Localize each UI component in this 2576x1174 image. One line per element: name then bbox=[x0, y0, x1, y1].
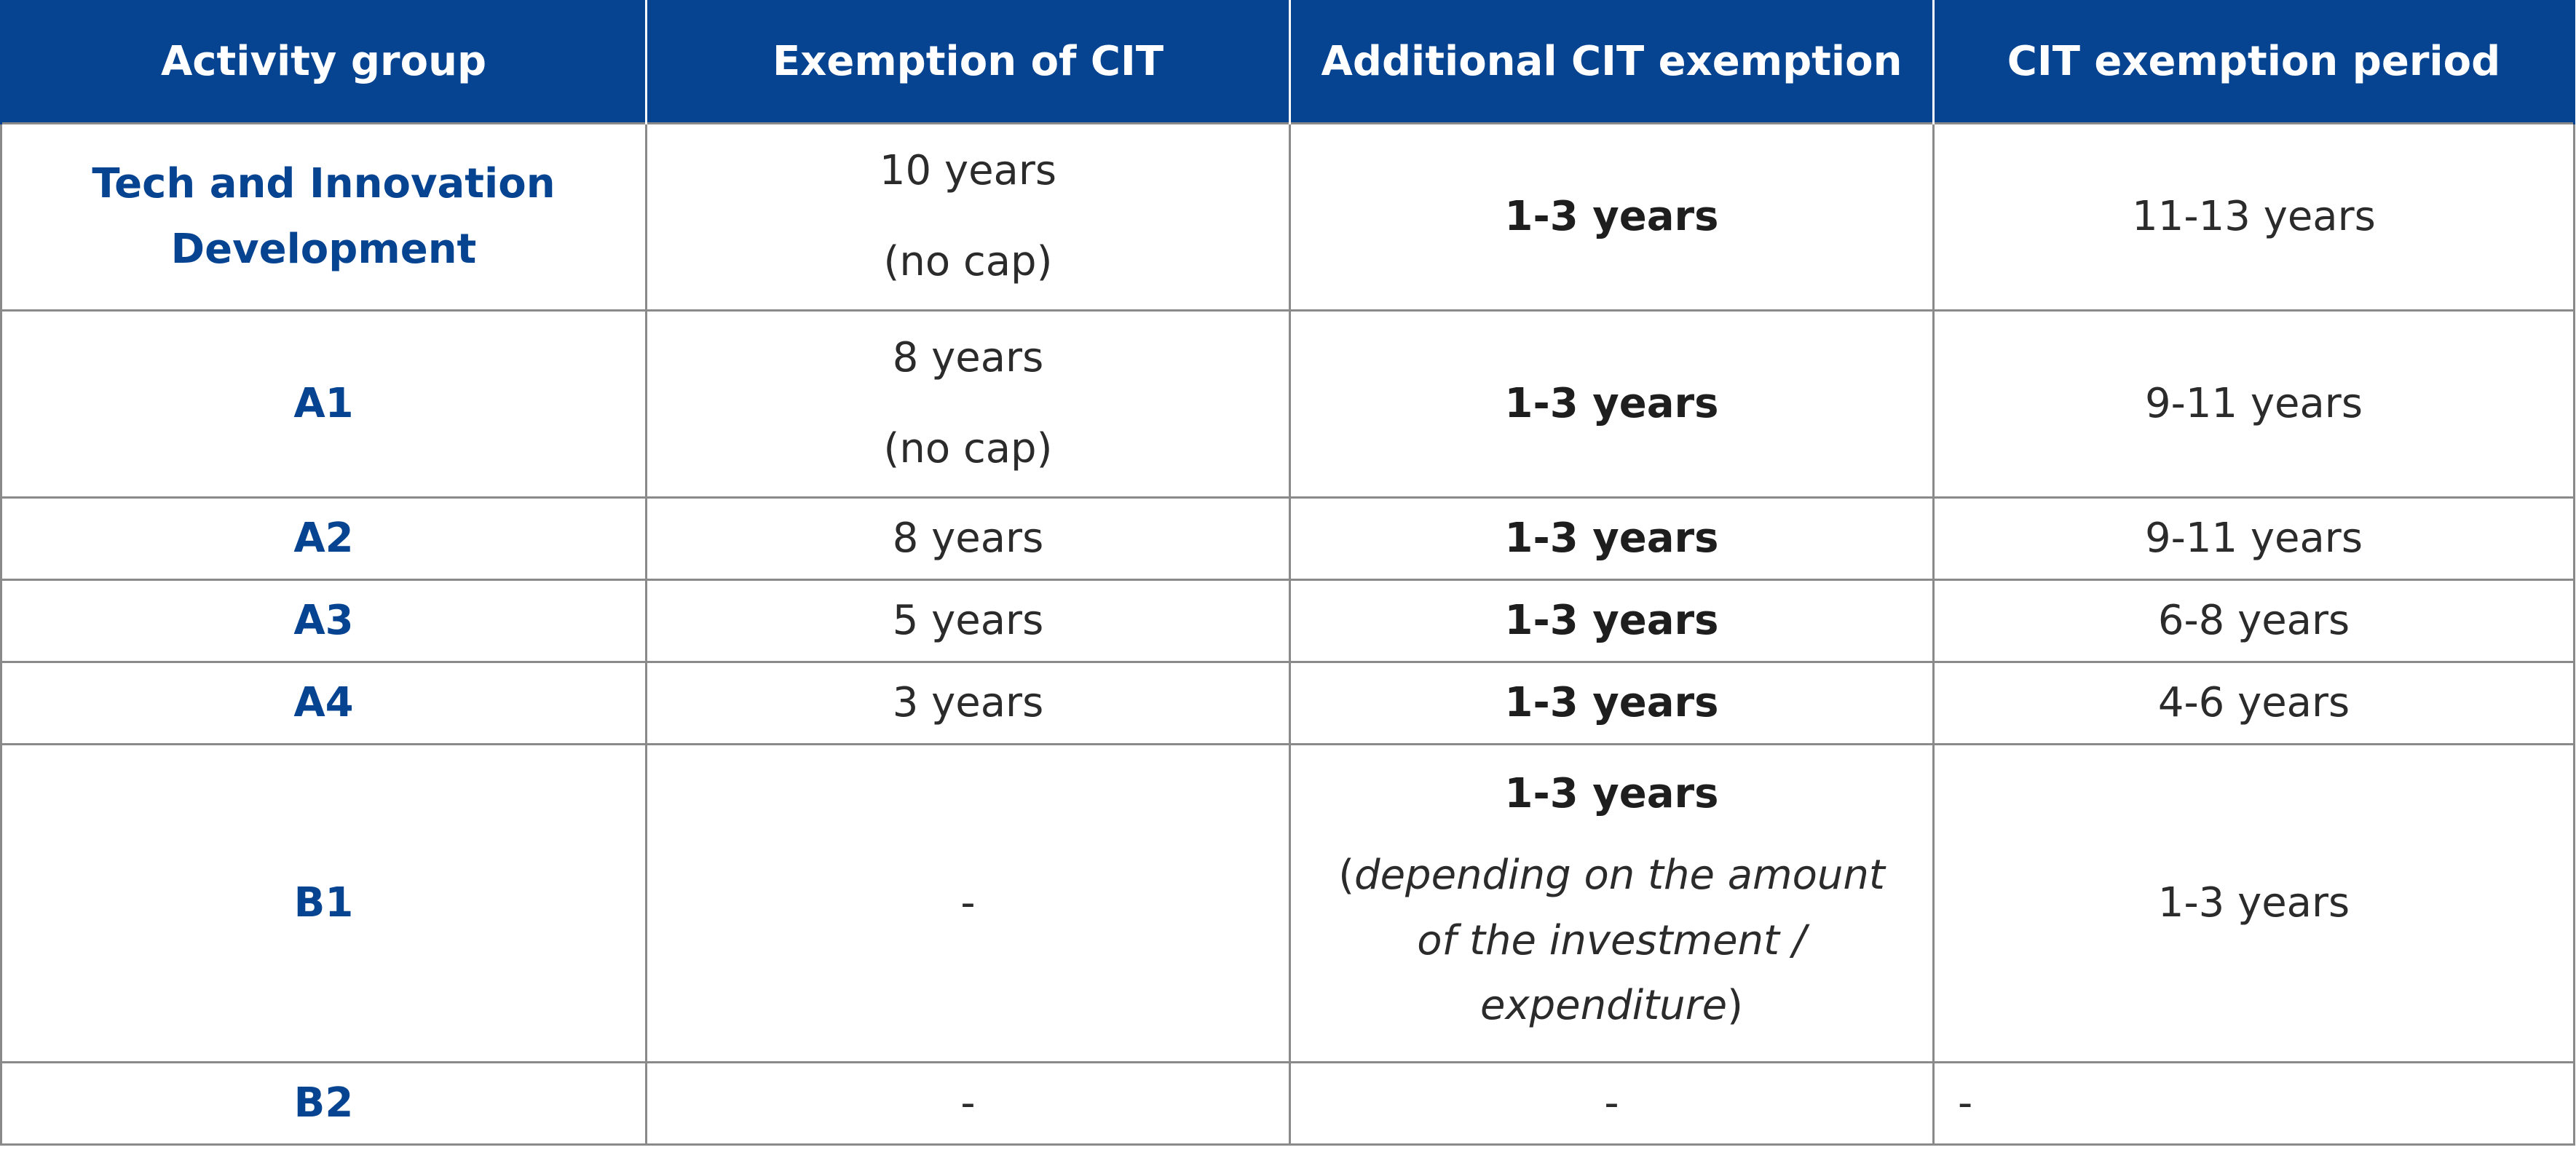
exemption-cell: 3 years bbox=[645, 661, 1291, 745]
exemption-period-cell: 4-6 years bbox=[1932, 661, 2575, 745]
exemption-cell: 8 years bbox=[645, 496, 1291, 581]
header-exemption-of-cit: Exemption of CIT bbox=[645, 0, 1291, 124]
activity-group-cell: A1 bbox=[0, 309, 647, 499]
activity-group-cell: B1 bbox=[0, 743, 647, 1063]
activity-group-cell: B2 bbox=[0, 1061, 647, 1146]
additional-exemption-cell: 1-3 years bbox=[1289, 579, 1935, 663]
note-open-paren: ( bbox=[1338, 852, 1355, 899]
table-row: A4 3 years 1-3 years 4-6 years bbox=[0, 661, 2575, 745]
additional-exemption-cell: 1-3 years (depending on the amount of th… bbox=[1289, 743, 1935, 1063]
additional-exemption-cell: 1-3 years bbox=[1289, 661, 1935, 745]
table-row: A1 8 years (no cap) 1-3 years 9-11 years bbox=[0, 309, 2575, 499]
table-row: A2 8 years 1-3 years 9-11 years bbox=[0, 496, 2575, 581]
additional-exemption-cell: 1-3 years bbox=[1289, 122, 1935, 312]
additional-exemption-note: (depending on the amount of the investme… bbox=[1313, 843, 1911, 1039]
exemption-period-cell: 11-13 years bbox=[1932, 122, 2575, 312]
additional-exemption-cell: 1-3 years bbox=[1289, 309, 1935, 499]
table-row: Tech and Innovation Development 10 years… bbox=[0, 122, 2575, 312]
additional-exemption-cell: - bbox=[1289, 1061, 1935, 1146]
table-row: B2 - - - bbox=[0, 1061, 2575, 1146]
exemption-cell: - bbox=[645, 743, 1291, 1063]
table-row: B1 - 1-3 years (depending on the amount … bbox=[0, 743, 2575, 1063]
exemption-period-cell: 6-8 years bbox=[1932, 579, 2575, 663]
activity-group-cell: A3 bbox=[0, 579, 647, 663]
header-additional-cit-exemption: Additional CIT exemption bbox=[1289, 0, 1935, 124]
additional-exemption-cell: 1-3 years bbox=[1289, 496, 1935, 581]
exemption-note: (no cap) bbox=[883, 425, 1053, 472]
activity-group-cell: A4 bbox=[0, 661, 647, 745]
note-close-paren: ) bbox=[1727, 982, 1743, 1030]
exemption-cell: 5 years bbox=[645, 579, 1291, 663]
header-activity-group: Activity group bbox=[0, 0, 647, 124]
exemption-value: 10 years bbox=[879, 147, 1057, 195]
cit-exemption-table: Activity group Exemption of CIT Addition… bbox=[0, 0, 2575, 1146]
exemption-value: 8 years bbox=[892, 334, 1044, 382]
exemption-cell: 8 years (no cap) bbox=[645, 309, 1291, 499]
table-row: A3 5 years 1-3 years 6-8 years bbox=[0, 579, 2575, 663]
exemption-cell: 10 years (no cap) bbox=[645, 122, 1291, 312]
exemption-cell: - bbox=[645, 1061, 1291, 1146]
exemption-period-cell: 1-3 years bbox=[1932, 743, 2575, 1063]
activity-group-cell: A2 bbox=[0, 496, 647, 581]
activity-group-cell: Tech and Innovation Development bbox=[0, 122, 647, 312]
exemption-period-cell: - bbox=[1932, 1061, 2575, 1146]
table-header-row: Activity group Exemption of CIT Addition… bbox=[0, 0, 2575, 124]
header-cit-exemption-period: CIT exemption period bbox=[1932, 0, 2575, 124]
exemption-period-cell: 9-11 years bbox=[1932, 496, 2575, 581]
exemption-note: (no cap) bbox=[883, 238, 1053, 285]
note-italic-text: depending on the amount of the investmen… bbox=[1354, 852, 1885, 1030]
additional-exemption-value: 1-3 years bbox=[1504, 770, 1719, 818]
exemption-period-cell: 9-11 years bbox=[1932, 309, 2575, 499]
activity-group-label: Tech and Innovation Development bbox=[92, 160, 556, 273]
